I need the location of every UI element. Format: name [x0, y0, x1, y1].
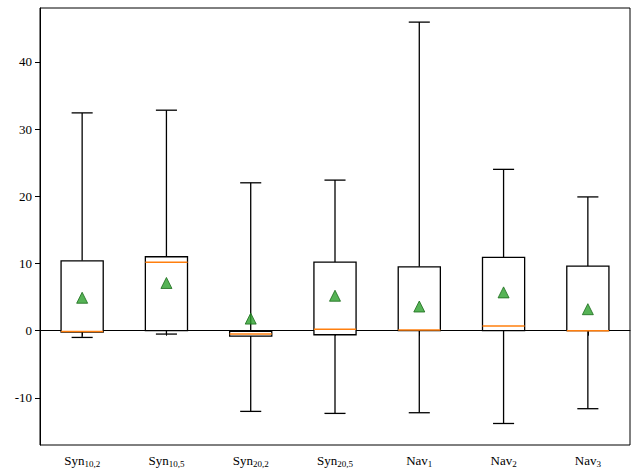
svg-text:20: 20: [19, 189, 32, 204]
svg-text:2: 2: [512, 459, 517, 469]
svg-text:Syn: Syn: [317, 453, 338, 468]
svg-text:Syn: Syn: [233, 453, 254, 468]
svg-text:1: 1: [428, 459, 433, 469]
svg-text:Syn: Syn: [64, 453, 85, 468]
svg-text:20,5: 20,5: [337, 459, 353, 469]
svg-text:0: 0: [26, 323, 33, 338]
svg-text:10: 10: [19, 256, 32, 271]
svg-text:20,2: 20,2: [253, 459, 269, 469]
svg-text:-10: -10: [15, 390, 32, 405]
svg-text:Nav: Nav: [575, 453, 597, 468]
svg-text:30: 30: [19, 122, 32, 137]
svg-text:10,2: 10,2: [84, 459, 100, 469]
svg-text:Syn: Syn: [148, 453, 169, 468]
svg-text:40: 40: [19, 54, 32, 69]
svg-text:10,5: 10,5: [169, 459, 185, 469]
svg-text:Nav: Nav: [490, 453, 512, 468]
svg-text:Nav: Nav: [406, 453, 428, 468]
svg-text:3: 3: [596, 459, 601, 469]
